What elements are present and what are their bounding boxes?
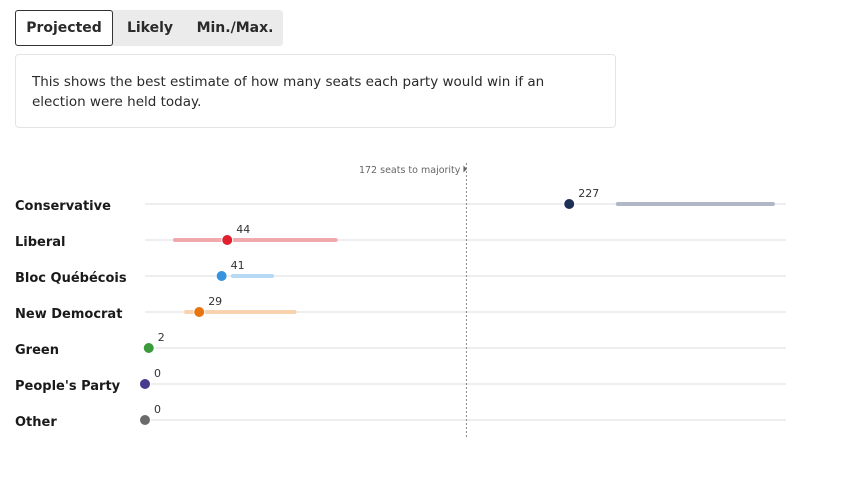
party-label: Green bbox=[15, 343, 59, 358]
party-label: Other bbox=[15, 415, 57, 430]
tab-likely[interactable]: Likely bbox=[126, 20, 174, 36]
description-text: This shows the best estimate of how many… bbox=[32, 74, 545, 110]
value-label: 44 bbox=[236, 223, 250, 236]
value-label: 29 bbox=[208, 295, 222, 308]
view-tabs: Projected Likely Min./Max. bbox=[15, 10, 283, 46]
projection-point bbox=[222, 235, 233, 245]
value-label: 0 bbox=[154, 367, 161, 380]
party-label: People's Party bbox=[15, 379, 121, 394]
tab-min-max[interactable]: Min./Max. bbox=[196, 20, 274, 36]
value-label: 2 bbox=[158, 331, 165, 344]
projection-point bbox=[194, 307, 205, 317]
tab-projected[interactable]: Projected bbox=[15, 10, 113, 46]
description-box: This shows the best estimate of how many… bbox=[15, 54, 616, 128]
projection-point bbox=[140, 415, 150, 425]
party-label: Liberal bbox=[15, 235, 66, 250]
value-label: 41 bbox=[231, 259, 245, 272]
value-label: 0 bbox=[154, 403, 161, 416]
projection-point bbox=[140, 379, 150, 389]
majority-label: 172 seats to majority bbox=[359, 165, 461, 176]
projection-point bbox=[216, 271, 227, 281]
projection-point bbox=[143, 343, 154, 353]
party-label: Bloc Québécois bbox=[15, 271, 127, 286]
projection-point bbox=[564, 199, 575, 209]
party-label: New Democrat bbox=[15, 307, 122, 322]
party-label: Conservative bbox=[15, 199, 111, 214]
majority-arrow-icon bbox=[463, 165, 467, 173]
value-label: 227 bbox=[578, 187, 599, 200]
